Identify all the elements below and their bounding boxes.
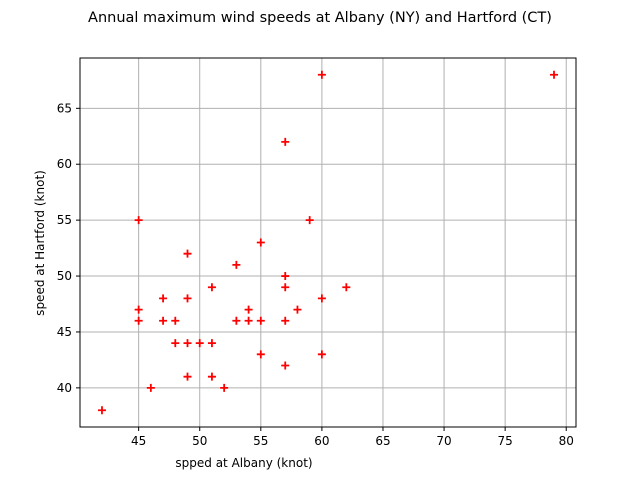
data-point-marker: [195, 339, 204, 348]
data-point-marker: [159, 316, 168, 325]
data-points: [97, 70, 559, 415]
data-point-marker: [256, 316, 265, 325]
data-point-marker: [305, 216, 314, 225]
data-point-marker: [256, 238, 265, 247]
data-point-marker: [256, 350, 265, 359]
data-point-marker: [342, 283, 351, 292]
axis-ticks: 45 50 55 60 65 70 75 80 40 45 50 55 60 65: [57, 101, 574, 448]
y-tick-label: 55: [57, 213, 72, 227]
data-point-marker: [220, 383, 229, 392]
chart-title: Annual maximum wind speeds at Albany (NY…: [88, 10, 552, 26]
data-point-marker: [183, 372, 192, 381]
x-tick-label: 75: [498, 434, 513, 448]
y-tick-label: 45: [57, 325, 72, 339]
data-point-marker: [207, 339, 216, 348]
data-point-marker: [146, 383, 155, 392]
data-point-marker: [207, 372, 216, 381]
x-axis-label: spped at Albany (knot): [175, 456, 312, 470]
data-point-marker: [171, 339, 180, 348]
y-axis-label: speed at Hartford (knot): [33, 170, 47, 316]
y-tick-label: 65: [57, 101, 72, 115]
data-point-marker: [317, 350, 326, 359]
data-point-marker: [281, 272, 290, 281]
data-point-marker: [232, 260, 241, 269]
plot-area-frame: [79, 57, 577, 428]
y-tick-label: 60: [57, 157, 72, 171]
y-tick-label: 40: [57, 381, 72, 395]
x-tick-label: 45: [131, 434, 146, 448]
data-point-marker: [317, 70, 326, 79]
data-point-marker: [550, 70, 559, 79]
x-tick-label: 60: [314, 434, 329, 448]
grid-lines: [80, 58, 576, 427]
data-point-marker: [97, 406, 106, 415]
data-point-marker: [244, 316, 253, 325]
data-point-marker: [317, 294, 326, 303]
data-point-marker: [134, 316, 143, 325]
data-point-marker: [171, 316, 180, 325]
x-tick-label: 55: [253, 434, 268, 448]
x-tick-label: 65: [375, 434, 390, 448]
data-point-marker: [207, 283, 216, 292]
x-tick-label: 50: [192, 434, 207, 448]
data-point-marker: [281, 137, 290, 146]
data-point-marker: [232, 316, 241, 325]
data-point-marker: [281, 283, 290, 292]
data-point-marker: [134, 216, 143, 225]
data-point-marker: [183, 339, 192, 348]
data-point-marker: [244, 305, 253, 314]
data-point-marker: [183, 249, 192, 258]
data-point-marker: [183, 294, 192, 303]
data-point-marker: [281, 361, 290, 370]
y-tick-label: 50: [57, 269, 72, 283]
x-tick-label: 80: [559, 434, 574, 448]
data-point-marker: [134, 305, 143, 314]
data-point-marker: [281, 316, 290, 325]
data-point-marker: [293, 305, 302, 314]
data-point-marker: [159, 294, 168, 303]
x-tick-label: 70: [436, 434, 451, 448]
